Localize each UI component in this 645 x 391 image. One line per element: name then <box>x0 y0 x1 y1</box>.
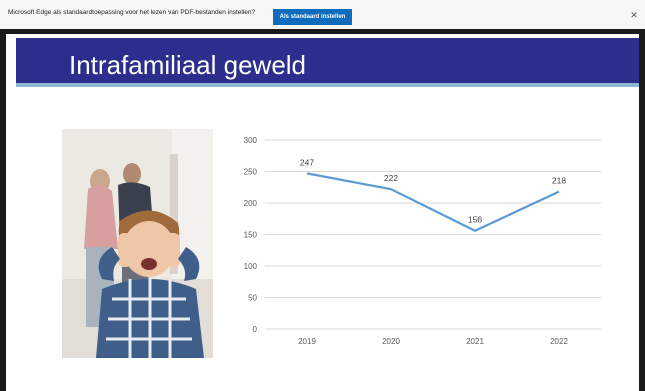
x-tick-label: 2020 <box>382 337 400 346</box>
y-tick-label: 50 <box>248 294 257 303</box>
x-tick-label: 2021 <box>466 337 484 346</box>
y-tick-label: 300 <box>244 136 258 145</box>
y-tick-label: 0 <box>253 325 258 334</box>
data-label: 247 <box>300 157 314 167</box>
close-icon[interactable]: ✕ <box>630 9 638 20</box>
y-tick-label: 100 <box>244 262 258 271</box>
title-band: Intrafamiliaal geweld <box>16 38 639 83</box>
x-tick-label: 2019 <box>298 337 316 346</box>
x-tick-label: 2022 <box>550 337 568 346</box>
set-default-button[interactable]: Als standaard instellen <box>273 9 352 25</box>
slide-title: Intrafamiliaal geweld <box>69 50 307 80</box>
y-tick-label: 200 <box>244 199 258 208</box>
y-tick-label: 250 <box>244 168 258 177</box>
pdf-viewer-canvas: Intrafamiliaal geweld <box>0 29 645 391</box>
pdf-default-infobar: Microsoft Edge als standaardtoepassing v… <box>0 0 645 30</box>
chart-gridlines <box>265 139 601 330</box>
data-label: 156 <box>468 215 482 225</box>
chart-y-tick-labels: 0 50 100 150 200 250 300 <box>244 136 258 334</box>
photo-child-covering-ears <box>62 129 213 358</box>
chart-x-tick-labels: 2019 2020 2021 2022 <box>298 337 568 346</box>
slide-page: Intrafamiliaal geweld <box>6 34 639 391</box>
chart-data-labels: 247 222 156 218 <box>300 157 566 224</box>
title-accent-line <box>16 83 639 87</box>
series-line <box>306 172 560 232</box>
data-label: 222 <box>384 173 398 183</box>
y-tick-label: 150 <box>244 231 258 240</box>
data-label: 218 <box>552 176 566 186</box>
infobar-message: Microsoft Edge als standaardtoepassing v… <box>8 9 256 16</box>
